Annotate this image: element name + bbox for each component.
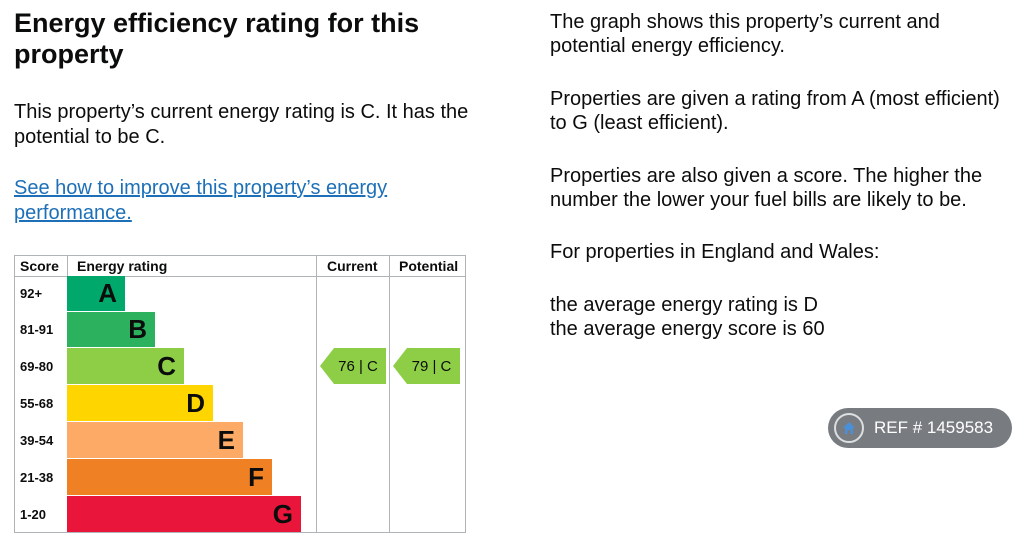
table-header: Score Energy rating Current Potential	[15, 256, 465, 277]
band-g-bar: G	[67, 496, 301, 532]
improve-energy-link[interactable]: See how to improve this property’s energ…	[14, 177, 388, 224]
band-letter: F	[248, 461, 264, 492]
column-divider	[389, 256, 390, 532]
score-explanation: Properties are also given a score. The h…	[550, 165, 983, 211]
average-score: the average energy score is 60	[550, 318, 825, 340]
band-letter: A	[98, 278, 117, 308]
band-letter: G	[272, 498, 293, 529]
column-divider	[67, 256, 68, 276]
current-rating-text: This property’s current energy rating is…	[14, 101, 469, 148]
band-b-bar: B	[67, 312, 155, 347]
current-column-header: Current	[327, 258, 378, 274]
improve-link-wrapper: See how to improve this property’s energ…	[14, 176, 494, 226]
band-letter: E	[217, 424, 235, 455]
column-divider	[316, 256, 317, 532]
band-score: 92+	[20, 286, 43, 301]
reference-number: REF # 1459583	[874, 418, 994, 437]
band-a-bar: A	[67, 276, 125, 311]
potential-column-header: Potential	[399, 258, 459, 274]
rating-column-header: Energy rating	[77, 258, 168, 274]
rating-explanation: Properties are given a rating from A (mo…	[550, 88, 1000, 134]
page-title: Energy efficiency rating for this proper…	[14, 8, 420, 69]
reference-badge: REF # 1459583	[828, 408, 1012, 448]
band-letter: C	[157, 350, 176, 381]
band-score: 81-91	[20, 322, 54, 337]
band-f-bar: F	[67, 459, 272, 495]
band-score: 21-38	[20, 469, 54, 485]
graph-explanation: The graph shows this property’s current …	[550, 11, 940, 57]
band-c-bar: C	[67, 348, 184, 384]
current-rating-arrow: 76 | C	[320, 348, 386, 384]
region-note: For properties in England and Wales:	[550, 241, 880, 263]
band-d-bar: D	[67, 385, 213, 421]
band-letter: D	[186, 387, 205, 418]
band-score: 55-68	[20, 395, 54, 411]
epc-rating-table: Score Energy rating Current Potential 92…	[14, 255, 466, 533]
band-score: 1-20	[20, 506, 47, 522]
average-rating: the average energy rating is D	[550, 294, 818, 316]
potential-rating-arrow: 79 | C	[393, 348, 460, 384]
band-letter: B	[128, 314, 147, 344]
house-icon	[834, 413, 864, 443]
band-score: 39-54	[20, 432, 54, 448]
band-e-bar: E	[67, 422, 243, 458]
band-score: 69-80	[20, 358, 54, 374]
score-column-header: Score	[20, 258, 59, 274]
